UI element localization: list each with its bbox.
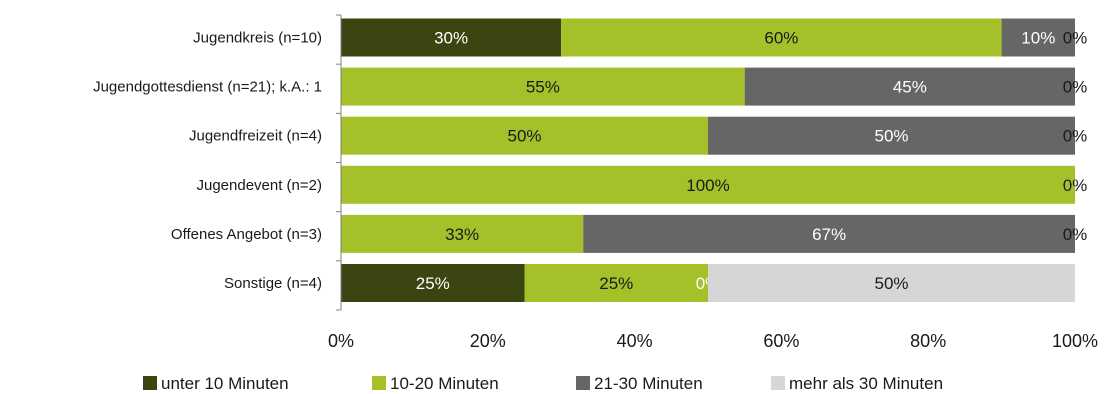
data-label-jugendevent-n-2-mehr-als-30-minuten: 0% <box>1063 176 1088 195</box>
legend-label-21-30-minuten: 21-30 Minuten <box>594 374 703 393</box>
data-label-jugendgottesdienst-n-21-k-a-1-21-30-minuten: 45% <box>893 78 927 97</box>
bar-jugendfreizeit-n-4-21-30-minuten <box>708 116 1075 155</box>
data-label-jugendkreis-n-10-mehr-als-30-minuten: 0% <box>1063 29 1088 48</box>
data-label-jugendevent-n-2-10-20-minuten: 100% <box>686 176 729 195</box>
data-label-sonstige-n-4-10-20-minuten: 25% <box>599 274 633 293</box>
x-tick-labels: 0% 20% 40% 60% 80% 100% <box>328 331 1098 351</box>
data-label-sonstige-n-4-unter-10-minuten: 25% <box>416 274 450 293</box>
category-label: Jugendgottesdienst (n=21); k.A.: 1 <box>93 79 322 96</box>
x-tick-label: 80% <box>910 331 946 351</box>
data-label-jugendfreizeit-n-4-mehr-als-30-minuten: 0% <box>1063 127 1088 146</box>
x-tick-label: 20% <box>470 331 506 351</box>
bar-sonstige-n-4-10-20-minuten <box>524 264 708 302</box>
data-label-jugendevent-n-2-21-30-minuten: 0% <box>1063 176 1088 195</box>
legend-label-mehr-als-30-minuten: mehr als 30 Minuten <box>789 374 943 393</box>
bar-offenes-angebot-n-3-21-30-minuten <box>583 214 1075 253</box>
bar-jugendevent-n-2-10-20-minuten <box>341 165 1075 204</box>
legend-swatch-mehr-als-30-minuten <box>771 376 785 390</box>
data-label-jugendkreis-n-10-unter-10-minuten: 30% <box>434 29 468 48</box>
bar-jugendfreizeit-n-4-10-20-minuten <box>341 116 708 155</box>
data-label-jugendkreis-n-10-10-20-minuten: 60% <box>764 29 798 48</box>
bar-jugendgottesdienst-n-21-k-a-1-21-30-minuten <box>744 67 1075 106</box>
legend-swatch-unter-10-minuten <box>143 376 157 390</box>
bar-jugendkreis-n-10-unter-10-minuten <box>341 18 562 57</box>
bar-sonstige-n-4-mehr-als-30-minuten <box>708 264 1075 302</box>
data-label-jugendfreizeit-n-4-21-30-minuten: 50% <box>874 127 908 146</box>
x-tick-label: 40% <box>617 331 653 351</box>
bars-layer: 30%60%10%0%0%55%45%0%0%50%50%0%0%100%0%0… <box>329 18 1088 302</box>
bar-sonstige-n-4-unter-10-minuten <box>341 264 525 302</box>
bar-jugendkreis-n-10-21-30-minuten <box>1001 18 1075 57</box>
data-label-offenes-angebot-n-3-21-30-minuten: 67% <box>812 225 846 244</box>
x-tick-label: 60% <box>763 331 799 351</box>
data-label-jugendkreis-n-10-21-30-minuten: 10% <box>1021 29 1055 48</box>
legend-swatch-10-20-minuten <box>372 376 386 390</box>
legend-swatch-21-30-minuten <box>576 376 590 390</box>
category-label: Jugendfreizeit (n=4) <box>189 128 322 145</box>
legend: unter 10 Minuten 10-20 Minuten 21-30 Minut… <box>143 374 943 393</box>
bar-offenes-angebot-n-3-10-20-minuten <box>341 214 584 253</box>
axes-layer <box>336 14 342 311</box>
bar-jugendkreis-n-10-10-20-minuten <box>561 18 1002 57</box>
category-label: Jugendkreis (n=10) <box>193 30 322 47</box>
category-labels: Jugendkreis (n=10) Jugendgottesdienst (n=… <box>93 30 322 293</box>
data-label-sonstige-n-4-mehr-als-30-minuten: 50% <box>874 274 908 293</box>
category-label: Offenes Angebot (n=3) <box>171 226 322 243</box>
x-tick-label: 0% <box>328 331 354 351</box>
category-label: Jugendevent (n=2) <box>196 177 322 194</box>
data-label-jugendgottesdienst-n-21-k-a-1-mehr-als-30-minuten: 0% <box>1063 78 1088 97</box>
legend-label-10-20-minuten: 10-20 Minuten <box>390 374 499 393</box>
data-label-jugendfreizeit-n-4-10-20-minuten: 50% <box>507 127 541 146</box>
data-label-offenes-angebot-n-3-mehr-als-30-minuten: 0% <box>1063 225 1088 244</box>
category-label: Sonstige (n=4) <box>224 275 322 292</box>
data-label-jugendgottesdienst-n-21-k-a-1-10-20-minuten: 55% <box>526 78 560 97</box>
x-tick-label: 100% <box>1052 331 1098 351</box>
legend-label-unter-10-minuten: unter 10 Minuten <box>161 374 289 393</box>
data-label-offenes-angebot-n-3-10-20-minuten: 33% <box>445 225 479 244</box>
bar-jugendgottesdienst-n-21-k-a-1-10-20-minuten <box>341 67 745 106</box>
